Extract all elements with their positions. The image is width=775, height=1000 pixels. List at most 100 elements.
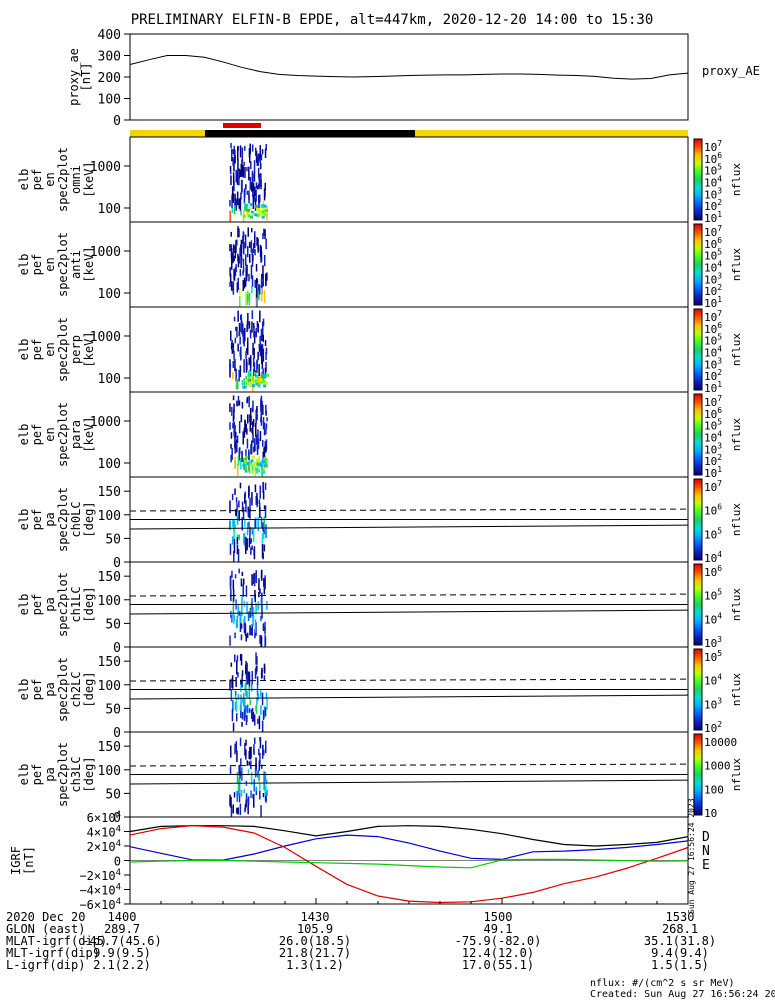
spec_omni-cell (250, 203, 253, 207)
pa_ch2LC-cell (264, 707, 267, 717)
pa_ch0LC-cbar-title: nflux (730, 503, 743, 536)
spec_para-cell (255, 467, 259, 471)
panel-pa_ch1LC: 150 100 50 0 elb pef pa spec2plot ch1LC [deg] 106 1… (17, 561, 743, 656)
spec_omni-cbar-label: 103 (704, 186, 722, 201)
spec_para-cell (235, 431, 237, 439)
pa_ch0LC-cell (238, 510, 240, 521)
spec_perp-cell (258, 378, 260, 386)
spec_omni-cell (260, 204, 264, 208)
spec_para-cell (265, 439, 268, 451)
spec_para-cell (248, 395, 250, 408)
pa_ch0LC-cell (244, 537, 247, 548)
pa_ch2LC-cell (235, 698, 238, 712)
xaxis-row-label: L-igrf(dip) (6, 958, 85, 972)
pa_ch3LC-cell (230, 796, 232, 808)
spec_anti-cbar-label: 107 (704, 224, 722, 239)
xaxis-row-label: 2020 Dec 20 (6, 910, 85, 924)
xaxis-row-value: 17.0(55.1) (462, 958, 534, 972)
xaxis-row-value: 26.0(18.5) (279, 934, 351, 948)
pa_ch0LC-cell (262, 522, 264, 532)
spec_para-cell (234, 434, 236, 447)
spec_omni-cbar-label: 105 (704, 163, 722, 178)
spec_omni-cell (264, 209, 268, 213)
spec_anti-cell (230, 281, 233, 291)
spec_perp-cell (252, 372, 254, 385)
spec_perp-cell (237, 379, 239, 390)
spec_para-ylabel: elb (17, 424, 31, 446)
pa_ch2LC-cell (246, 670, 249, 685)
spec_omni-cell (264, 182, 266, 191)
spec_perp-cell (240, 314, 243, 325)
spec_perp-cell (236, 326, 238, 338)
spec_omni-cbar-label: 106 (704, 151, 722, 166)
xaxis-row-value: 268.1 (662, 922, 698, 936)
spec_para-cell (232, 416, 235, 422)
pa_ch2LC-loss-cone-dashed (129, 678, 689, 682)
spec_omni-cell (250, 215, 253, 219)
pa_ch2LC-cell (249, 699, 251, 705)
spec_omni-cell (229, 200, 231, 207)
spec_perp-cell (250, 380, 254, 384)
pa_ch0LC-cell (238, 500, 240, 508)
pa_ch2LC-cell (234, 691, 237, 700)
pa_ch3LC-cell (254, 768, 257, 778)
spec_para-cell (249, 419, 251, 432)
xaxis-row-value: 12.4(12.0) (462, 946, 534, 960)
pa_ch2LC-cell (240, 707, 242, 719)
pa_ch2LC-cbar-title: nflux (730, 673, 743, 706)
spec_para-cell (238, 400, 241, 406)
pa_ch2LC-cell (252, 712, 255, 722)
spec_para-cell (253, 462, 257, 466)
igrf-tick-label: 4×104 (87, 825, 121, 840)
spec_anti-ylabel: [keV] (82, 246, 96, 282)
spec_para-cell (248, 414, 251, 422)
spec_perp-cell (260, 345, 263, 359)
pa_ch2LC-cell (254, 668, 257, 679)
spec_anti-cell (252, 254, 254, 262)
pa_ch2LC-cell (248, 686, 250, 699)
spec_perp-cell (231, 349, 234, 354)
spec_omni-cell (230, 143, 232, 149)
pa_ch0LC-ylabel: spec2plot (56, 487, 70, 552)
spec_perp-ylabel: en (43, 342, 57, 356)
spec_anti-cell (236, 282, 239, 293)
spec_para-cell (260, 404, 262, 412)
pa_ch1LC-cell (242, 583, 244, 597)
spec_anti-cell (237, 226, 239, 238)
spec_perp-cell (249, 383, 253, 387)
spec_para-cbar-label: 101 (704, 465, 722, 480)
spec_omni-cell (261, 213, 265, 217)
pa_ch3LC-cell (247, 769, 250, 776)
spec_perp-cell (265, 373, 269, 377)
spec_perp-cell (257, 384, 261, 388)
pa_ch1LC-ylabel: pa (43, 597, 57, 611)
pa_ch0LC-cell (257, 517, 259, 532)
pa_ch3LC-ylabel: spec2plot (56, 742, 70, 807)
pa_ch1LC-cell (251, 605, 253, 617)
pa_ch1LC-loss-cone-dashed (129, 593, 689, 597)
pa_ch2LC-cbar-label: 103 (704, 696, 722, 711)
pa_ch1LC-cell (250, 609, 252, 615)
spec_omni-cell (261, 215, 265, 219)
spec_perp-cell (244, 379, 246, 387)
pa_ch1LC-cell (266, 601, 268, 610)
spec_omni-cell (255, 150, 258, 161)
spec_perp-cell (237, 310, 239, 322)
spec_perp-cell (264, 367, 267, 379)
spec_perp-ylabel: perp (69, 335, 83, 364)
spec_para-cell (252, 433, 254, 443)
spec_perp-cell (263, 384, 267, 388)
proxy-ae-tick-label: 200 (98, 71, 121, 86)
spec_perp-cell (232, 372, 234, 379)
pa_ch1LC-cell (254, 629, 256, 639)
pa_ch2LC-cell (237, 672, 239, 678)
pa_ch0LC-cell (251, 545, 253, 550)
pa_ch0LC-cell (236, 503, 238, 511)
spec_omni-cell (239, 169, 242, 177)
spec_anti-cell (248, 273, 250, 282)
spec_perp-cell (253, 371, 257, 375)
spec_anti-cell (261, 273, 263, 280)
spec_para-cbar-label: 102 (704, 453, 722, 468)
spec_omni-cell (249, 143, 251, 155)
